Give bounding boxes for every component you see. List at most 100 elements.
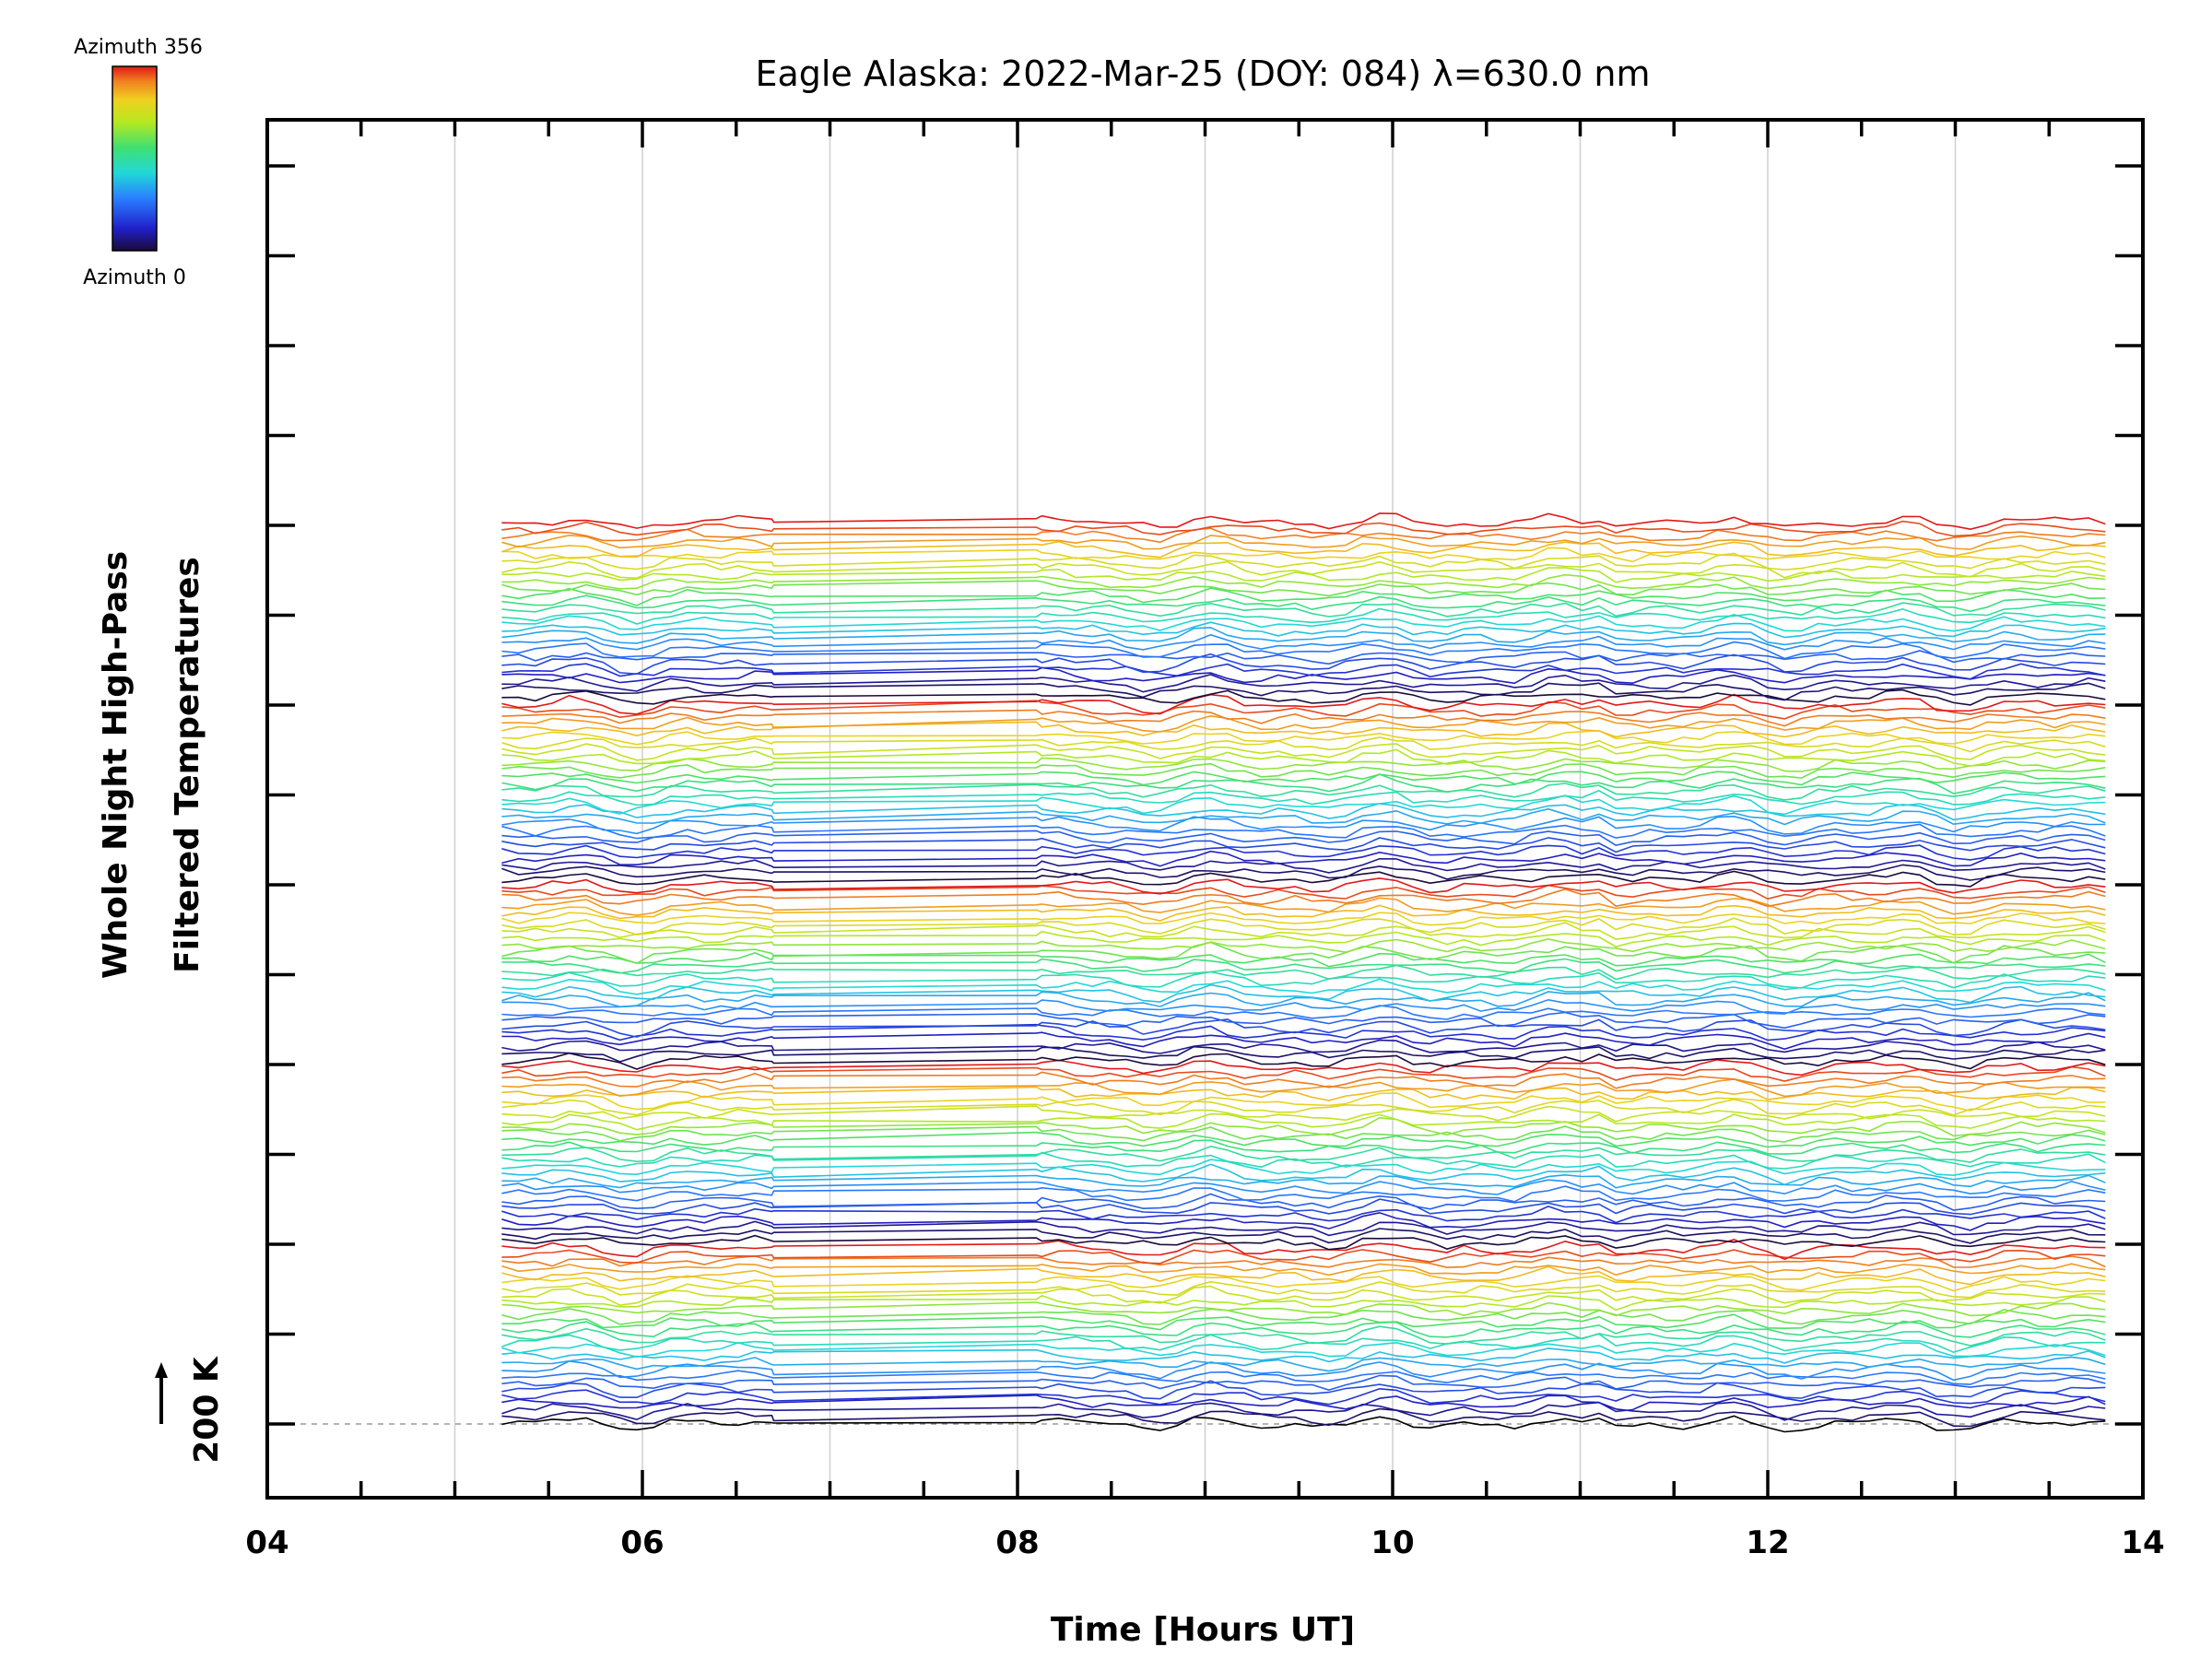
chart-title: Eagle Alaska: 2022-Mar-25 (DOY: 084) λ=6… — [755, 53, 1650, 94]
x-tick-label: 08 — [995, 1524, 1039, 1561]
azimuth-trace — [501, 573, 2106, 590]
azimuth-trace — [501, 567, 2106, 583]
azimuth-trace — [501, 1145, 2106, 1163]
azimuth-trace — [501, 1206, 2106, 1224]
azimuth-trace — [501, 613, 2106, 632]
azimuth-trace — [501, 512, 2106, 531]
y-axis-label-line1: Whole Night High-Pass — [97, 551, 135, 979]
azimuth-trace — [501, 1039, 2106, 1054]
azimuth-trace — [501, 1185, 2106, 1203]
scale-bar-arrowhead — [155, 1362, 168, 1378]
azimuth-trace — [501, 682, 2106, 701]
azimuth-trace — [501, 912, 2106, 926]
azimuth-trace — [501, 1052, 2106, 1070]
azimuth-trace — [501, 1387, 2106, 1406]
azimuth-trace — [501, 560, 2106, 580]
azimuth-trace — [501, 991, 2106, 1008]
azimuth-colorbar: Azimuth 356 Azimuth 0 — [74, 36, 203, 289]
azimuth-trace — [501, 653, 2106, 676]
azimuth-trace — [501, 978, 2106, 995]
azimuth-trace — [501, 807, 2106, 826]
azimuth-trace — [501, 729, 2106, 746]
azimuth-trace — [501, 527, 2106, 544]
azimuth-trace — [501, 1234, 2106, 1251]
azimuth-trace — [501, 621, 2106, 639]
azimuth-trace — [501, 520, 2106, 537]
azimuth-trace — [501, 641, 2106, 660]
azimuth-trace — [501, 1151, 2106, 1170]
azimuth-trace — [501, 884, 2106, 900]
azimuth-trace — [501, 602, 2106, 618]
azimuth-trace — [501, 627, 2106, 646]
azimuth-trace — [501, 1401, 2106, 1421]
azimuth-trace — [501, 794, 2106, 816]
azimuth-trace — [501, 748, 2106, 767]
azimuth-trace — [501, 540, 2106, 559]
azimuth-trace — [501, 904, 2106, 922]
azimuth-trace — [501, 1341, 2106, 1359]
azimuth-trace — [501, 771, 2106, 786]
azimuth-trace — [501, 1018, 2106, 1038]
colorbar-top-label: Azimuth 356 — [74, 36, 203, 59]
azimuth-trace — [501, 1179, 2106, 1195]
azimuth-trace — [501, 1294, 2106, 1312]
azimuth-trace — [501, 1333, 2106, 1354]
x-tick-label: 14 — [2121, 1524, 2164, 1561]
azimuth-trace — [501, 1356, 2106, 1372]
azimuth-trace — [501, 1071, 2106, 1089]
azimuth-trace — [501, 844, 2106, 861]
azimuth-trace — [501, 870, 2106, 888]
azimuth-trace — [501, 709, 2106, 727]
azimuth-trace — [501, 1313, 2106, 1331]
azimuth-trace — [501, 1347, 2106, 1364]
azimuth-trace — [501, 633, 2106, 651]
azimuth-trace — [501, 1238, 2106, 1261]
azimuth-trace — [501, 857, 2106, 874]
azimuth-trace — [501, 1005, 2106, 1020]
azimuth-trace — [501, 1415, 2106, 1433]
azimuth-trace — [501, 534, 2106, 550]
azimuth-trace — [501, 1045, 2106, 1063]
azimuth-trace — [501, 1011, 2106, 1030]
colorbar-gradient — [112, 65, 158, 252]
scale-bar: 200 K — [155, 1356, 226, 1464]
azimuth-trace — [501, 1301, 2106, 1317]
azimuth-trace — [501, 743, 2106, 761]
azimuth-trace — [501, 1116, 2106, 1137]
azimuth-trace — [501, 850, 2106, 867]
azimuth-trace — [501, 1078, 2106, 1098]
azimuth-trace — [501, 917, 2106, 936]
azimuth-trace — [501, 1173, 2106, 1189]
azimuth-trace — [501, 958, 2106, 974]
azimuth-trace — [501, 789, 2106, 806]
azimuth-trace — [501, 1065, 2106, 1082]
y-axis-label-line2: Filtered Temperatures — [169, 557, 206, 973]
azimuth-trace — [501, 587, 2106, 606]
azimuth-trace — [501, 594, 2106, 613]
azimuth-trace — [501, 607, 2106, 625]
temperature-traces — [501, 512, 2106, 1433]
azimuth-trace — [501, 1198, 2106, 1216]
azimuth-trace — [501, 693, 2106, 715]
azimuth-trace — [501, 1370, 2106, 1385]
azimuth-trace — [501, 830, 2106, 847]
azimuth-trace — [501, 971, 2106, 989]
azimuth-trace — [501, 1163, 2106, 1186]
azimuth-trace — [501, 1031, 2106, 1051]
azimuth-trace — [501, 897, 2106, 916]
azimuth-trace — [501, 666, 2106, 685]
azimuth-trace — [501, 1228, 2106, 1244]
azimuth-trace — [501, 663, 2106, 680]
azimuth-trace — [501, 815, 2106, 835]
azimuth-trace — [501, 877, 2106, 895]
azimuth-trace — [501, 552, 2106, 571]
azimuth-trace — [501, 721, 2106, 738]
azimuth-trace — [501, 1159, 2106, 1177]
azimuth-trace — [501, 1249, 2106, 1265]
azimuth-trace — [501, 1275, 2106, 1292]
azimuth-trace — [501, 937, 2106, 953]
azimuth-trace — [501, 983, 2106, 1004]
azimuth-trace — [501, 547, 2106, 563]
azimuth-trace — [501, 762, 2106, 779]
